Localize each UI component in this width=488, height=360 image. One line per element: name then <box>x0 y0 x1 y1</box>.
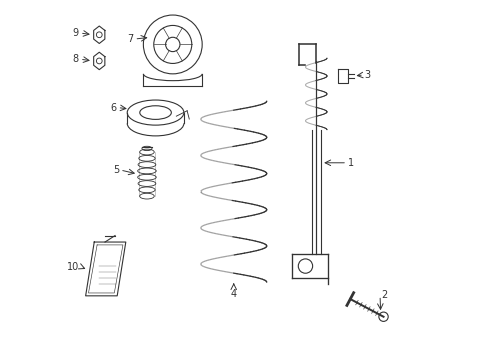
Text: 4: 4 <box>230 289 236 299</box>
Text: 8: 8 <box>73 54 79 64</box>
Text: 3: 3 <box>364 70 370 80</box>
Text: 7: 7 <box>127 34 133 44</box>
Text: 1: 1 <box>347 158 353 168</box>
Text: 2: 2 <box>380 291 386 301</box>
Text: 6: 6 <box>110 103 116 113</box>
Text: 9: 9 <box>73 28 79 38</box>
Text: 5: 5 <box>113 165 119 175</box>
Text: 10: 10 <box>67 262 80 272</box>
